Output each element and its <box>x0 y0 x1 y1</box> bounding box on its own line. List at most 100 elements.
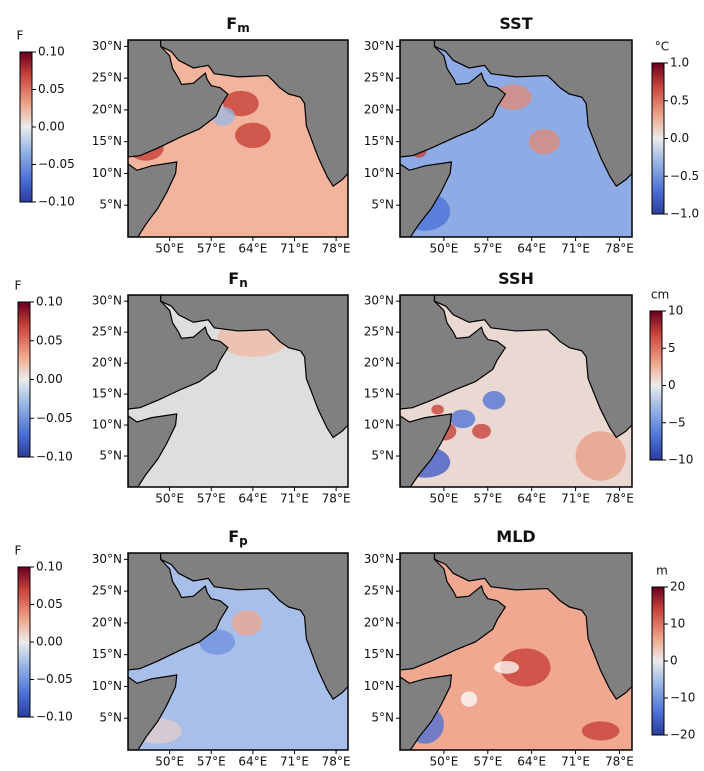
colorbar-tick-label: −5 <box>668 415 686 429</box>
colorbar-tick-label: −20 <box>670 728 695 742</box>
colorbar-label: cm <box>651 288 669 302</box>
field-texture <box>575 431 626 481</box>
y-tick-label: 5°N <box>99 449 122 463</box>
y-tick-label: 30°N <box>92 552 122 566</box>
map-area <box>128 553 348 750</box>
y-tick-label: 15°N <box>92 134 122 148</box>
x-tick-label: 71°E <box>280 242 309 256</box>
field-texture <box>431 404 444 415</box>
x-tick-label: 78°E <box>605 492 634 506</box>
colorbar-tick-label: −0.10 <box>38 195 75 209</box>
y-tick-label: 5°N <box>371 449 394 463</box>
field-texture <box>235 122 271 149</box>
x-tick-label: 64°E <box>238 242 267 256</box>
y-tick-label: 10°N <box>364 166 394 180</box>
colorbar-tick-label: 0.00 <box>38 120 65 134</box>
x-tick-label: 50°E <box>155 242 184 256</box>
field-texture <box>528 128 560 155</box>
panel-title: Fn <box>228 269 247 290</box>
y-tick-label: 15°N <box>364 387 394 401</box>
colorbar <box>19 51 33 203</box>
colorbar-tick-label: 0 <box>670 654 678 668</box>
y-tick-label: 20°N <box>364 356 394 370</box>
colorbar-tick-label: 0.00 <box>36 635 63 649</box>
y-tick-label: 15°N <box>92 387 122 401</box>
x-tick-label: 57°E <box>473 492 502 506</box>
field-texture <box>232 610 262 636</box>
y-tick-label: 30°N <box>364 39 394 53</box>
colorbar-tick-label: −0.05 <box>38 157 75 171</box>
land <box>160 295 348 439</box>
colorbar-tick-label: 0.5 <box>670 93 689 107</box>
y-tick-label: 25°N <box>364 584 394 598</box>
x-tick-label: 71°E <box>561 755 590 769</box>
map-panel: SST 50°E 57°E 64°E 71°E 78°E 5°N 10°N 15°N 20°N 25… <box>364 14 699 256</box>
y-tick-label: 20°N <box>364 615 394 629</box>
land <box>433 40 632 187</box>
land <box>160 553 348 701</box>
land <box>128 295 229 410</box>
x-tick-label: 64°E <box>517 492 546 506</box>
panel-title: Fm <box>226 14 249 35</box>
colorbar-tick-label: 5 <box>668 341 676 355</box>
title-subscript: p <box>239 534 248 548</box>
colorbar-tick-label: 0.10 <box>36 560 63 574</box>
colorbar-tick-label: 0.10 <box>36 295 63 309</box>
land <box>433 553 632 700</box>
y-tick-label: 25°N <box>92 71 122 85</box>
field-texture <box>460 691 478 707</box>
x-tick-label: 50°E <box>429 492 458 506</box>
x-tick-label: 78°E <box>605 755 634 769</box>
field-texture <box>450 409 476 429</box>
colorbar-label: m <box>656 564 668 578</box>
y-tick-label: 5°N <box>99 198 122 212</box>
colorbar-tick-label: −10 <box>670 691 695 705</box>
colorbar-label: F <box>15 544 22 558</box>
y-tick-label: 30°N <box>364 552 394 566</box>
x-tick-label: 57°E <box>473 755 502 769</box>
land <box>128 413 178 487</box>
field-texture <box>482 391 506 410</box>
map-frame <box>399 39 633 238</box>
title-subscript: n <box>239 276 248 290</box>
colorbar-tick-label: 0.00 <box>36 372 63 386</box>
map-panel: Fp 50°E 57°E 64°E 71°E 78°E 5°N 10°N 15°N 20°N 25°… <box>15 527 351 769</box>
field-texture <box>494 84 532 110</box>
colorbar <box>651 586 665 736</box>
y-tick-label: 25°N <box>92 325 122 339</box>
y-tick-label: 10°N <box>364 418 394 432</box>
land <box>128 40 229 158</box>
title-text: MLD <box>496 527 535 546</box>
y-tick-label: 25°N <box>92 584 122 598</box>
land <box>400 161 453 237</box>
colorbar-tick-label: 10 <box>670 617 685 631</box>
colorbar-label: F <box>17 29 24 43</box>
colorbar-tick-label: 0 <box>668 378 676 392</box>
map-area <box>400 40 632 237</box>
field-texture <box>581 721 620 741</box>
land <box>160 40 348 188</box>
y-tick-label: 5°N <box>371 198 394 212</box>
y-tick-label: 5°N <box>371 711 394 725</box>
y-tick-label: 15°N <box>364 134 394 148</box>
x-tick-label: 78°E <box>322 755 351 769</box>
colorbar-tick-label: 10 <box>668 304 683 318</box>
colorbar-tick-label: 0.10 <box>38 45 65 59</box>
y-tick-label: 20°N <box>92 615 122 629</box>
land <box>400 413 453 487</box>
y-tick-label: 30°N <box>92 294 122 308</box>
y-tick-label: 30°N <box>364 294 394 308</box>
x-tick-label: 57°E <box>197 242 226 256</box>
land <box>400 553 507 671</box>
colorbar <box>649 310 663 461</box>
x-tick-label: 50°E <box>155 755 184 769</box>
y-tick-label: 20°N <box>364 102 394 116</box>
map-frame <box>127 294 349 488</box>
field-texture <box>472 423 491 439</box>
land <box>400 674 453 750</box>
map-area <box>400 295 632 487</box>
map-panel: SSH 50°E 57°E 64°E 71°E 78°E 5°N 10°N 15°N 20°N 25… <box>364 269 694 506</box>
y-tick-label: 5°N <box>99 711 122 725</box>
panel-title: MLD <box>496 527 535 546</box>
x-tick-label: 78°E <box>322 492 351 506</box>
